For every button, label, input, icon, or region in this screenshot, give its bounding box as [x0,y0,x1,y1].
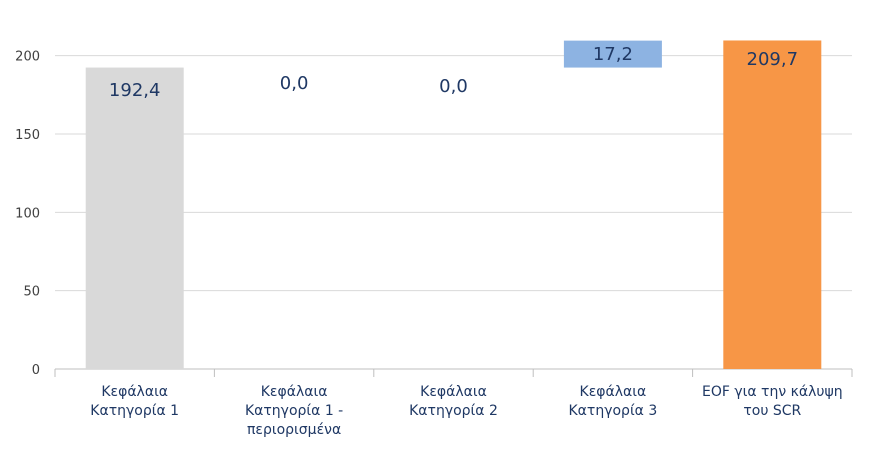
x-category-label: Κεφάλαια [420,384,487,400]
x-category-label: Κατηγορία 2 [409,403,498,419]
y-tick-label: 150 [15,128,40,143]
data-label: 17,2 [593,44,633,65]
x-category-label: EOF για την κάλυψη [702,384,843,400]
y-tick-label: 50 [23,285,40,300]
x-category-label: Κατηγορία 3 [569,403,658,419]
bar [563,40,662,68]
y-tick-label: 100 [15,206,40,221]
x-category-label: περιορισμένα [247,422,341,438]
bar [85,67,184,369]
bar [723,40,822,369]
data-label: 192,4 [109,80,161,101]
y-tick-label: 0 [32,363,40,378]
x-category-label: του SCR [743,403,801,419]
x-category-label: Κατηγορία 1 [90,403,179,419]
x-category-label: Κεφάλαια [261,384,328,400]
y-tick-label: 200 [15,50,40,65]
data-label: 0,0 [280,73,309,94]
data-label: 209,7 [747,49,799,70]
data-label: 0,0 [439,76,468,97]
x-category-label: Κεφάλαια [580,384,647,400]
x-category-label: Κατηγορία 1 - [245,403,343,419]
x-category-label: Κεφάλαια [101,384,168,400]
